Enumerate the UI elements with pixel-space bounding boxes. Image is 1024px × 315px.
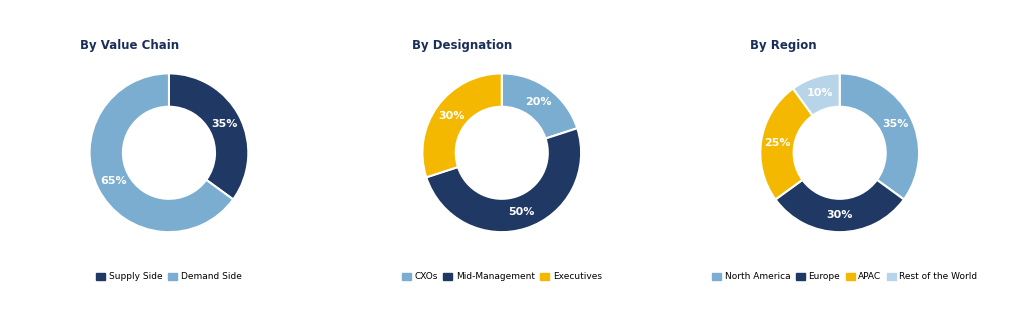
Text: 30%: 30% [438,111,464,121]
Text: 10%: 10% [807,88,834,98]
Text: 30%: 30% [826,210,853,220]
Legend: North America, Europe, APAC, Rest of the World: North America, Europe, APAC, Rest of the… [712,272,978,281]
Wedge shape [760,89,813,199]
Legend: Supply Side, Demand Side: Supply Side, Demand Side [96,272,242,281]
Text: 65%: 65% [99,176,126,186]
Wedge shape [840,73,920,199]
Wedge shape [89,73,233,232]
Wedge shape [422,73,502,177]
Text: By Value Chain: By Value Chain [80,39,179,52]
Text: By Region: By Region [751,39,817,52]
Text: 20%: 20% [525,97,552,107]
Wedge shape [793,73,840,116]
Text: 25%: 25% [765,138,791,148]
Text: Primary Sources: Primary Sources [435,14,589,32]
Wedge shape [169,73,249,199]
Text: 35%: 35% [883,119,908,129]
Text: By Designation: By Designation [413,39,513,52]
Legend: CXOs, Mid-Management, Executives: CXOs, Mid-Management, Executives [401,272,602,281]
Text: 50%: 50% [508,207,535,217]
Text: 35%: 35% [212,119,238,129]
Wedge shape [775,180,904,232]
Wedge shape [426,128,582,232]
Wedge shape [502,73,578,139]
